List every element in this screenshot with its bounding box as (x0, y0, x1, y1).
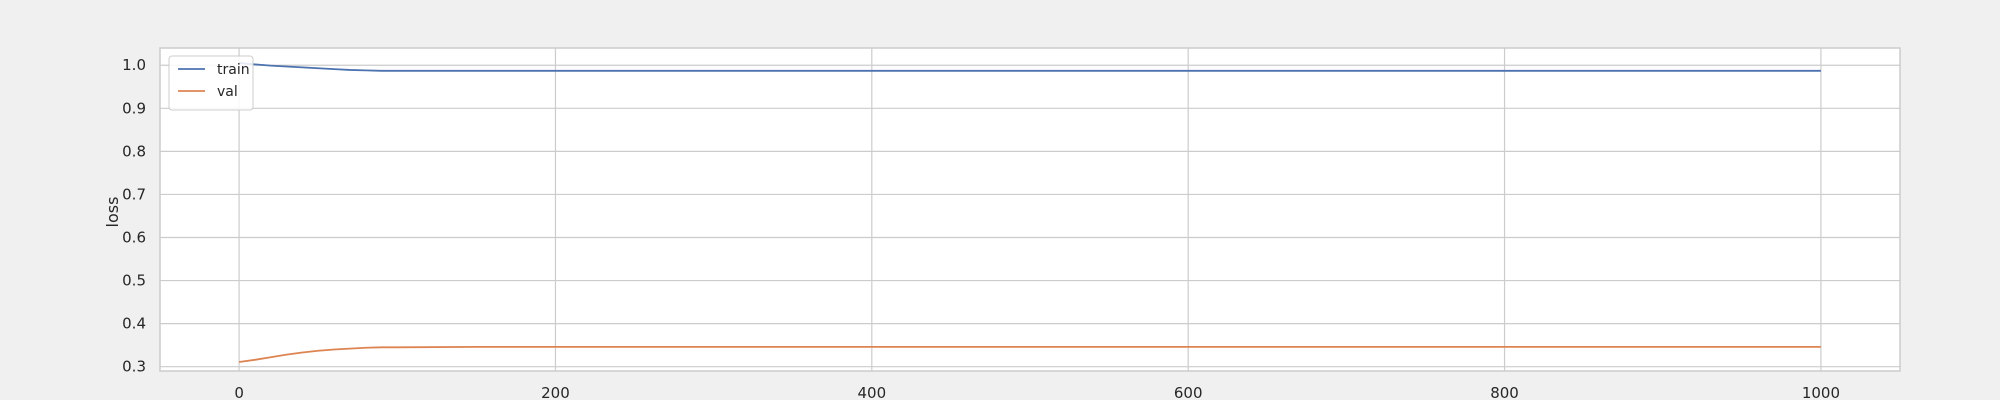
series-line-val (238, 345, 1821, 363)
x-tick-label: 400 (857, 384, 886, 400)
y-axis-label: loss (103, 197, 122, 228)
y-tick-label: 0.7 (122, 185, 146, 203)
legend-label-val: val (217, 84, 238, 100)
y-tick-label: 1.0 (122, 56, 146, 74)
series-line-train (239, 62, 1821, 72)
x-tick-labels: 0 200 400 600 800 1000 (234, 384, 1840, 400)
x-tick-label: 800 (1490, 384, 1519, 400)
y-tick-label: 0.4 (122, 315, 146, 333)
x-tick-label: 600 (1174, 384, 1203, 400)
series-lines (238, 62, 1821, 363)
grid-lines (160, 48, 1900, 371)
y-tick-label: 0.6 (122, 228, 146, 246)
y-tick-label: 0.8 (122, 142, 146, 160)
legend-label-train: train (217, 62, 250, 78)
x-tick-label: 1000 (1802, 384, 1840, 400)
plot-area (159, 47, 1901, 372)
legend: train val (168, 55, 254, 111)
x-tick-label: 200 (541, 384, 570, 400)
y-tick-label: 0.3 (122, 358, 146, 376)
y-tick-label: 0.5 (122, 272, 146, 290)
y-tick-label: 0.9 (122, 99, 146, 117)
x-tick-label: 0 (234, 384, 244, 400)
y-tick-labels: 0.3 0.4 0.5 0.6 0.7 0.8 0.9 1.0 (122, 56, 146, 375)
